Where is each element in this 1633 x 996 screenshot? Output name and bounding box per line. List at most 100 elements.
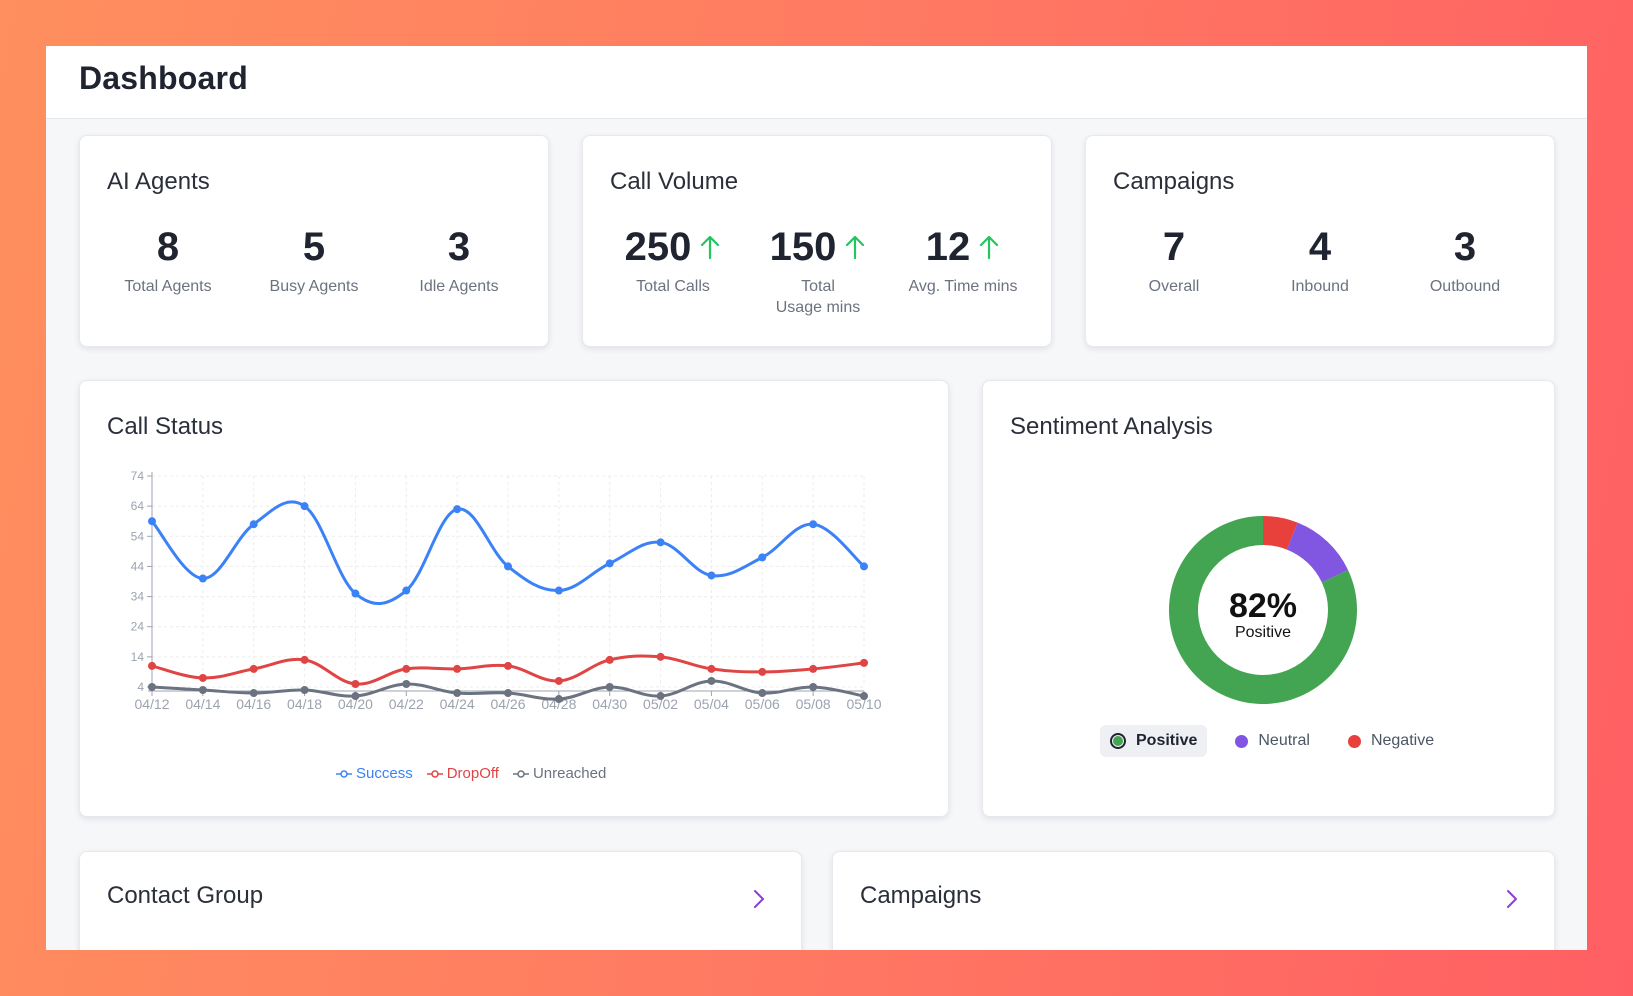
donut-center: 82% Positive — [1163, 588, 1363, 642]
chevron-right-icon[interactable] — [750, 888, 768, 910]
campaigns-summary-title: Campaigns — [1113, 168, 1235, 195]
data-point-dropoff[interactable] — [504, 661, 512, 670]
data-point-dropoff[interactable] — [453, 664, 462, 673]
data-point-unreached[interactable] — [860, 692, 868, 701]
data-point-unreached[interactable] — [809, 683, 818, 691]
data-point-dropoff[interactable] — [809, 664, 818, 673]
data-point-success[interactable] — [809, 520, 818, 529]
legend-unreached-icon — [512, 769, 529, 778]
ai-agents-title: AI Agents — [107, 168, 210, 195]
contact-group-title: Contact Group — [107, 882, 264, 909]
positive-dot-icon — [1110, 733, 1126, 749]
data-point-dropoff[interactable] — [402, 664, 411, 673]
stat-avg-time: 12 Avg. Time mins — [893, 224, 1033, 297]
legend-dropoff[interactable]: DropOff — [426, 765, 499, 782]
data-point-unreached[interactable] — [249, 689, 258, 698]
data-point-unreached[interactable] — [148, 683, 156, 691]
legend-positive[interactable]: Positive — [1100, 725, 1208, 757]
campaigns-list-card[interactable]: Campaigns — [832, 851, 1555, 950]
stat-total-agents: 8 Total Agents — [98, 224, 238, 297]
legend-neutral[interactable]: Neutral — [1225, 725, 1320, 757]
stat-total-usage: 150 Total Usage mins — [748, 224, 888, 318]
x-tick-label: 05/10 — [846, 696, 881, 712]
data-point-success[interactable] — [453, 505, 462, 514]
data-point-unreached[interactable] — [453, 689, 462, 698]
x-tick-label: 04/22 — [389, 696, 424, 712]
data-point-success[interactable] — [402, 586, 411, 595]
data-point-unreached[interactable] — [504, 689, 512, 698]
x-tick-label: 04/18 — [287, 696, 322, 712]
x-tick-label: 04/26 — [490, 696, 525, 712]
data-point-success[interactable] — [554, 586, 563, 595]
data-point-dropoff[interactable] — [605, 655, 614, 664]
data-point-dropoff[interactable] — [198, 673, 207, 682]
stat-value: 12 — [925, 225, 971, 269]
data-point-dropoff[interactable] — [249, 664, 258, 673]
data-point-success[interactable] — [300, 502, 309, 511]
donut-slice-neutral[interactable] — [1286, 522, 1349, 583]
stat-label-line1: Total — [801, 278, 835, 295]
y-tick-label: 14 — [131, 650, 145, 664]
y-tick-label: 24 — [131, 620, 145, 634]
data-point-dropoff[interactable] — [351, 679, 360, 688]
campaigns-list-title: Campaigns — [860, 882, 982, 909]
donut-slice-negative[interactable] — [1263, 516, 1298, 550]
stat-value: 150 — [769, 225, 837, 269]
data-point-success[interactable] — [605, 559, 614, 568]
trend-up-icon — [980, 235, 999, 260]
data-point-success[interactable] — [656, 538, 665, 547]
legend-negative[interactable]: Negative — [1338, 725, 1444, 757]
ai-agents-card: AI Agents 8 Total Agents 5 Busy Agents 3… — [79, 135, 549, 347]
stat-value: 3 — [1453, 225, 1477, 269]
data-point-success[interactable] — [351, 589, 360, 598]
data-point-success[interactable] — [707, 571, 716, 580]
stat-label: Busy Agents — [269, 278, 359, 295]
data-point-unreached[interactable] — [656, 692, 665, 701]
data-point-dropoff[interactable] — [707, 664, 716, 673]
data-point-dropoff[interactable] — [656, 652, 665, 661]
data-point-dropoff[interactable] — [758, 667, 767, 676]
data-point-success[interactable] — [148, 517, 156, 526]
stat-idle-agents: 3 Idle Agents — [389, 224, 529, 297]
y-tick-label: 4 — [137, 680, 144, 694]
chevron-right-icon[interactable] — [1503, 888, 1521, 910]
data-point-success[interactable] — [504, 562, 512, 571]
data-point-success[interactable] — [758, 553, 767, 562]
stat-inbound: 4 Inbound — [1250, 224, 1390, 297]
donut-percentage: 82% — [1228, 587, 1298, 625]
series-line-success — [150, 500, 866, 605]
data-point-success[interactable] — [198, 574, 207, 583]
data-point-dropoff[interactable] — [554, 676, 563, 685]
legend-label: Neutral — [1258, 732, 1310, 749]
legend-unreached[interactable]: Unreached — [512, 765, 607, 782]
x-tick-label: 04/20 — [338, 696, 373, 712]
donut-slice-positive[interactable] — [1169, 516, 1357, 704]
data-point-unreached[interactable] — [605, 683, 614, 691]
data-point-unreached[interactable] — [351, 692, 360, 701]
negative-dot-icon — [1347, 734, 1361, 748]
data-point-unreached[interactable] — [554, 695, 563, 704]
stat-value: 4 — [1308, 225, 1332, 269]
contact-group-card[interactable]: Contact Group — [79, 851, 802, 950]
x-tick-label: 05/06 — [745, 696, 780, 712]
legend-success[interactable]: Success — [336, 765, 413, 782]
data-point-unreached[interactable] — [402, 679, 411, 688]
data-point-unreached[interactable] — [707, 676, 716, 685]
call-volume-card: Call Volume 250 Total Calls 150 Total Us… — [582, 135, 1052, 347]
stat-value: 7 — [1162, 225, 1186, 269]
data-point-unreached[interactable] — [198, 686, 207, 695]
data-point-success[interactable] — [860, 562, 868, 571]
sentiment-legend: Positive Neutral Negative — [1100, 725, 1444, 757]
data-point-unreached[interactable] — [300, 686, 309, 695]
data-point-dropoff[interactable] — [148, 661, 156, 670]
data-point-success[interactable] — [249, 520, 258, 529]
data-point-unreached[interactable] — [758, 689, 767, 698]
legend-label: Unreached — [532, 765, 607, 782]
chart-legend: Success DropOff Unreached — [336, 765, 606, 782]
data-point-dropoff[interactable] — [300, 655, 309, 664]
legend-label: Negative — [1370, 732, 1435, 749]
stat-value: 250 — [624, 225, 692, 269]
y-tick-label: 54 — [131, 529, 145, 543]
sentiment-card: Sentiment Analysis 82% Positive Positive… — [982, 380, 1555, 817]
data-point-dropoff[interactable] — [860, 658, 868, 667]
